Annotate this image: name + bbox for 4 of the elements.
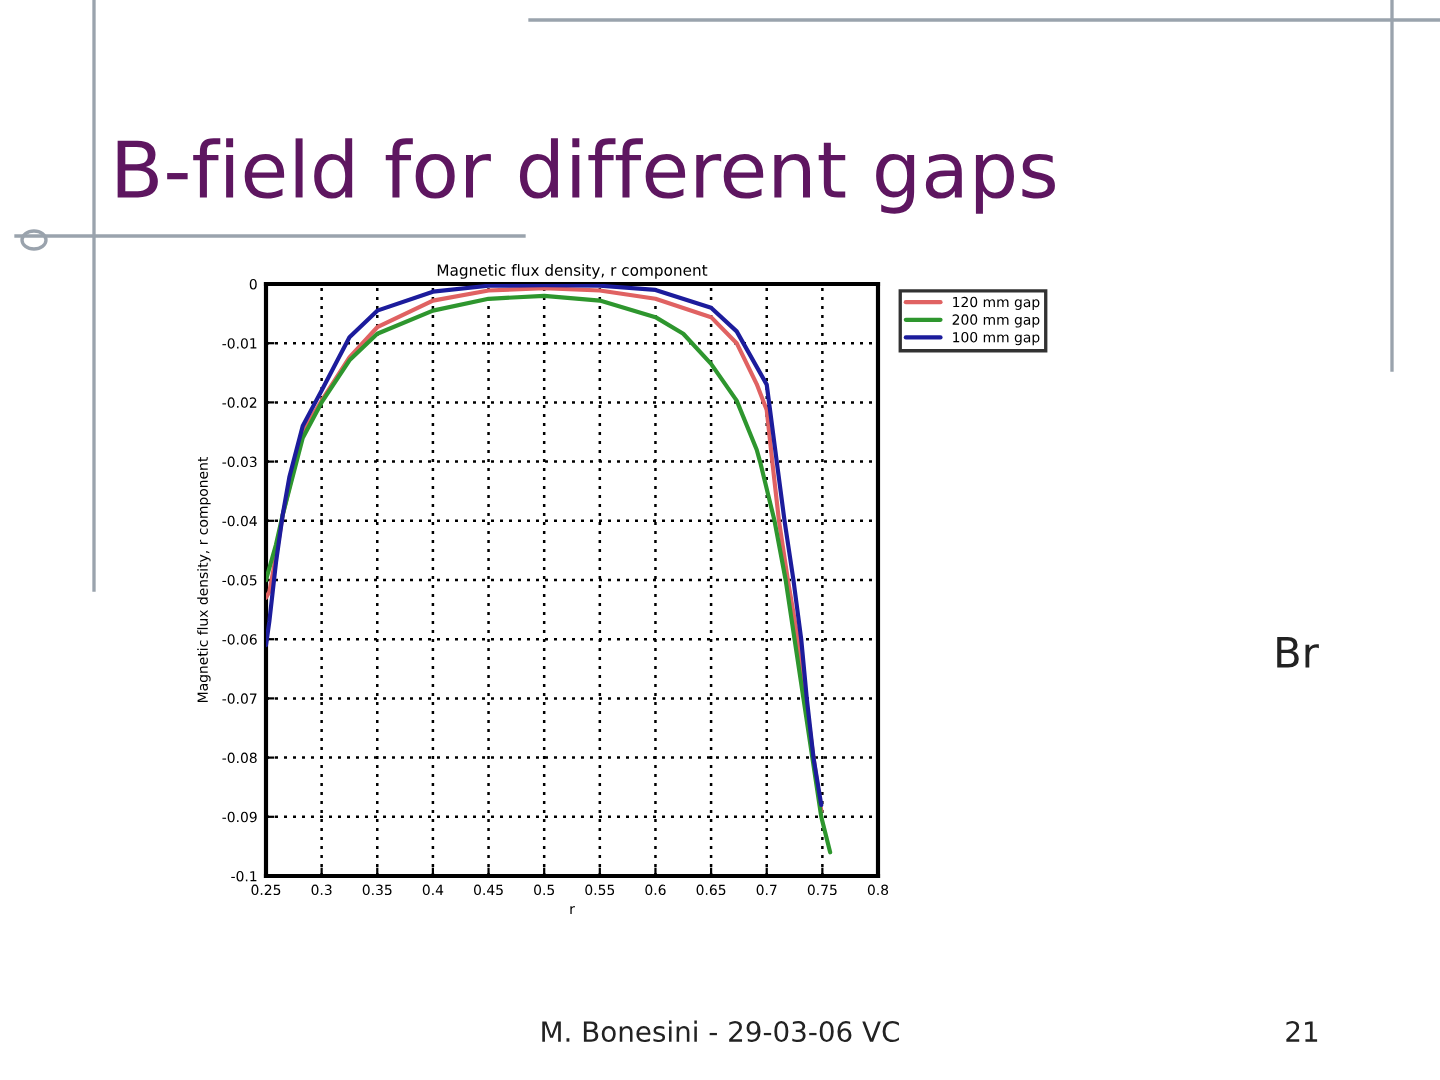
text: M. Bonesini - 29-03-06 VC	[542, 1020, 899, 1043]
text: 21	[1286, 1021, 1318, 1042]
text: Br	[1277, 637, 1319, 668]
chart-title: B-field for different gaps	[117, 138, 1055, 214]
